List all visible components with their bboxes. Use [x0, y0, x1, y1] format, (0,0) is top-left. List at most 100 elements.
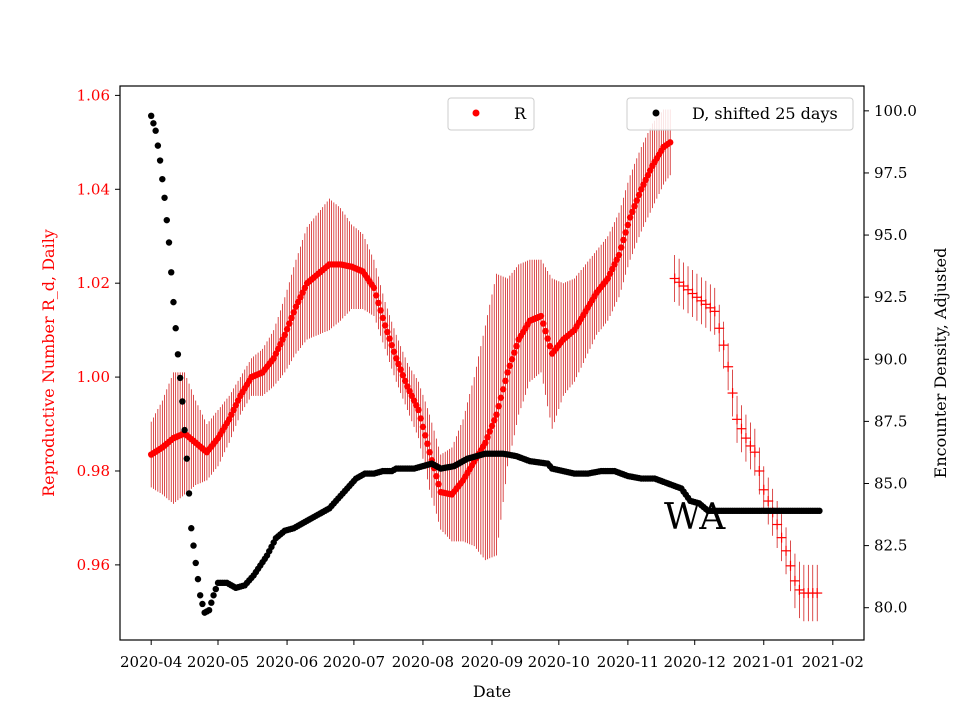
- x-tick-label: 2020-10: [528, 653, 590, 671]
- r-point: [542, 327, 549, 335]
- d-point: [179, 398, 186, 405]
- state-annotation: WA: [664, 497, 726, 538]
- x-tick-label: 2020-11: [597, 653, 659, 671]
- r-point: [419, 423, 427, 431]
- d-point: [174, 351, 182, 358]
- right-tick-label: 82.5: [874, 537, 907, 555]
- d-point: [147, 112, 155, 120]
- d-point: [168, 269, 175, 276]
- r-point: [635, 191, 643, 199]
- r-point: [506, 362, 514, 370]
- r-point: [508, 356, 516, 363]
- r-point: [763, 496, 774, 507]
- r-point: [286, 320, 293, 327]
- d-point: [176, 374, 184, 382]
- r-point: [495, 402, 502, 410]
- r-point: [629, 208, 636, 216]
- data-points: [147, 112, 823, 616]
- r-point: [491, 417, 498, 424]
- x-tick-label: 2021-01: [733, 653, 795, 671]
- r-point: [386, 335, 393, 342]
- x-axis-label: Date: [473, 682, 511, 701]
- left-tick-label: 1.00: [77, 368, 110, 386]
- legend-r-marker: [472, 109, 480, 117]
- right-tick-label: 100.0: [874, 102, 917, 120]
- r-point: [789, 575, 800, 586]
- d-point: [205, 606, 213, 614]
- d-point: [196, 592, 204, 599]
- r-point: [393, 355, 400, 362]
- r-point: [511, 349, 518, 356]
- d-point: [172, 325, 179, 332]
- d-point: [188, 525, 195, 532]
- r-point: [379, 314, 387, 322]
- right-tick-label: 80.0: [874, 599, 907, 617]
- left-tick-label: 0.96: [77, 556, 110, 574]
- x-tick-label: 2020-08: [392, 653, 454, 671]
- d-point: [159, 175, 166, 183]
- d-point: [161, 194, 168, 201]
- d-point: [190, 542, 197, 549]
- r-point: [504, 369, 511, 376]
- d-point: [816, 507, 823, 515]
- right-tick-label: 85.0: [874, 474, 907, 492]
- r-point: [736, 423, 747, 434]
- r-point: [388, 341, 395, 349]
- r-point: [493, 411, 500, 418]
- r-point: [375, 299, 382, 307]
- r-point: [488, 422, 496, 430]
- r-point: [370, 284, 378, 292]
- r-point: [372, 292, 380, 299]
- right-tick-label: 95.0: [874, 226, 907, 244]
- r-point: [714, 323, 725, 334]
- legend-d-marker: [652, 109, 660, 117]
- x-tick-label: 2020-06: [256, 653, 318, 671]
- d-point: [170, 298, 177, 306]
- legend-d-label: D, shifted 25 days: [692, 104, 838, 123]
- r-point: [732, 414, 743, 425]
- r-point: [540, 320, 547, 327]
- r-point: [622, 229, 629, 236]
- r-point: [381, 322, 389, 329]
- r-point: [417, 415, 424, 422]
- r-point: [723, 361, 734, 372]
- d-point: [199, 600, 206, 608]
- r-point: [615, 251, 623, 259]
- r-point: [754, 465, 765, 476]
- right-y-axis-label: Encounter Density, Adjusted: [931, 248, 950, 479]
- r-point: [633, 197, 640, 204]
- r-point: [395, 360, 402, 368]
- legend-r-label: R: [514, 104, 527, 123]
- legend-r: R: [447, 97, 535, 131]
- r-point: [283, 325, 291, 333]
- d-point: [156, 157, 164, 164]
- x-tick-label: 2020-07: [323, 653, 385, 671]
- r-point: [415, 406, 422, 414]
- x-tick-label: 2020-05: [187, 653, 249, 671]
- d-point: [152, 127, 159, 134]
- r-point: [433, 472, 440, 480]
- legend-d: D, shifted 25 days: [626, 97, 854, 131]
- d-point: [183, 455, 191, 462]
- r-point: [718, 340, 729, 351]
- right-tick-label: 87.5: [874, 412, 907, 430]
- d-point: [165, 239, 173, 246]
- right-y-axis-ticks: 80.0 82.5 85.0 87.5 90.0 92.5 95.0 97.5 100.0: [864, 102, 917, 617]
- r-point: [502, 377, 509, 385]
- r-point: [484, 433, 491, 441]
- d-point: [154, 142, 162, 149]
- r-point: [377, 307, 384, 314]
- r-point: [401, 377, 409, 385]
- r-point: [624, 221, 632, 229]
- r-point: [758, 484, 769, 495]
- left-y-axis-label: Reproductive Number R_d, Daily: [39, 229, 58, 497]
- r-point: [397, 366, 404, 373]
- right-tick-label: 97.5: [874, 164, 907, 182]
- left-y-axis-ticks: 0.96 0.98 1.00 1.02 1.04 1.06: [77, 86, 120, 574]
- r-point: [435, 480, 442, 488]
- r-point: [281, 331, 289, 339]
- r-point: [631, 202, 638, 210]
- r-point: [546, 342, 554, 350]
- r-point: [709, 306, 720, 317]
